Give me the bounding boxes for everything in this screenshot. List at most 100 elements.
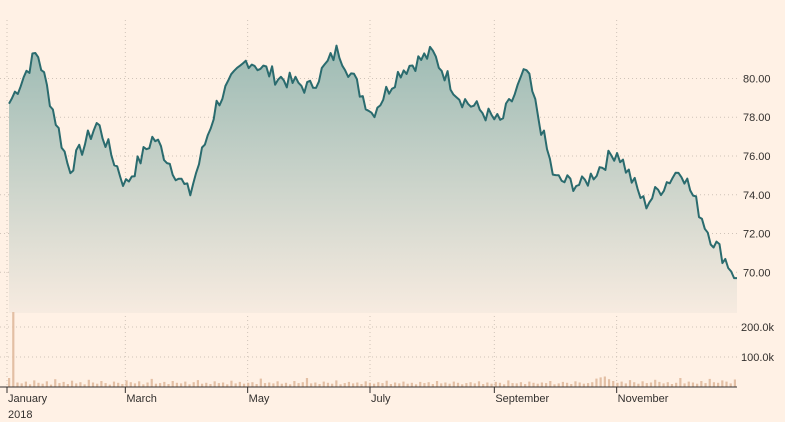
year-label: 2018 <box>8 409 32 421</box>
volume-bar <box>12 312 15 387</box>
volume-bar <box>427 382 430 387</box>
volume-bar <box>565 382 569 387</box>
volume-bar <box>242 383 246 387</box>
volume-bar <box>41 383 44 387</box>
volume-bar <box>536 383 539 387</box>
volume-bar <box>205 382 208 387</box>
volume-bar <box>620 381 623 387</box>
volume-bar <box>305 378 309 387</box>
volume-bar <box>331 383 334 387</box>
volume-bar <box>662 383 665 387</box>
x-tick-label: September <box>495 393 549 405</box>
volume-bar <box>691 382 695 387</box>
volume-bar <box>87 379 90 387</box>
volume-bar <box>469 382 472 387</box>
volume-bar <box>45 381 48 387</box>
volume-bar <box>188 384 191 387</box>
volume-bar <box>431 384 434 387</box>
volume-bar <box>171 381 174 387</box>
volume-bar <box>75 383 78 387</box>
volume-bar <box>373 383 376 387</box>
volume-bar <box>297 383 300 387</box>
volume-bar <box>708 378 711 387</box>
volume-bar <box>717 382 720 387</box>
y-tick-label: 74.00 <box>743 190 771 202</box>
volume-bar <box>549 381 552 387</box>
volume-bar <box>641 381 644 387</box>
volume-bar <box>687 381 690 387</box>
volume-bar <box>670 384 674 387</box>
volume-bar <box>37 382 40 387</box>
volume-bar <box>440 383 443 387</box>
volume-bar <box>507 380 510 387</box>
volume-bar <box>532 382 535 387</box>
volume-bar <box>700 381 703 387</box>
volume-bar <box>28 384 32 387</box>
volume-bar <box>364 381 367 387</box>
volume-bar <box>582 383 585 387</box>
volume-bar <box>209 384 212 387</box>
volume-bar <box>519 382 523 387</box>
volume-bar <box>251 382 254 387</box>
volume-bar <box>654 379 657 387</box>
volume-bar <box>226 384 229 387</box>
x-tick-label: March <box>126 393 157 405</box>
volume-bar <box>112 381 116 387</box>
volume-bar <box>503 384 506 387</box>
volume-bar <box>230 380 233 387</box>
volume-bar <box>33 380 36 387</box>
volume-bar <box>683 383 686 387</box>
volume-bars <box>8 312 736 387</box>
volume-bar <box>586 383 590 387</box>
volume-bar <box>276 381 279 387</box>
volume-bar <box>326 382 330 387</box>
volume-bar <box>79 382 82 387</box>
price-line <box>8 44 737 280</box>
volume-bar <box>637 383 640 387</box>
volume-bar <box>314 382 317 387</box>
volume-bar <box>406 383 409 387</box>
volume-bar <box>389 384 392 387</box>
y-tick-label: 78.00 <box>743 112 771 124</box>
volume-bar <box>557 383 560 387</box>
volume-bar <box>482 384 485 387</box>
volume-bar <box>66 384 69 387</box>
volume-bar <box>675 382 678 387</box>
volume-bar <box>335 380 338 387</box>
volume-bar <box>679 378 682 387</box>
volume-bar <box>712 382 716 387</box>
volume-bar <box>301 382 304 387</box>
volume-bar <box>729 383 732 387</box>
volume-bar <box>578 382 581 387</box>
volume-bar <box>117 382 120 387</box>
volume-bar <box>628 380 632 387</box>
volume-bar <box>268 382 271 387</box>
volume-bar <box>360 384 363 387</box>
volume-bar <box>645 383 648 387</box>
volume-bar <box>356 382 359 387</box>
volume-bar <box>570 384 573 387</box>
volume-bar <box>83 384 86 387</box>
volume-bar <box>343 383 346 387</box>
volume-bar <box>528 381 531 387</box>
volume-bar <box>150 378 153 387</box>
y-tick-label: 76.00 <box>743 151 771 163</box>
volume-bar <box>159 383 162 387</box>
volume-bar <box>58 383 61 387</box>
volume-bar <box>49 384 53 387</box>
volume-bar <box>62 381 65 387</box>
volume-bar <box>591 382 594 387</box>
volume-bar <box>16 382 19 387</box>
volume-bar <box>465 383 468 387</box>
volume-bar <box>263 383 267 387</box>
volume-bar <box>125 380 128 387</box>
volume-bar <box>255 384 258 387</box>
volume-bar <box>494 381 497 387</box>
x-tick-label: May <box>249 393 270 405</box>
volume-bar <box>217 383 220 387</box>
volume-bar <box>448 383 451 387</box>
volume-bar <box>96 383 99 387</box>
axes: January 2018 March May July September November… <box>0 73 775 421</box>
volume-bar <box>725 381 728 387</box>
